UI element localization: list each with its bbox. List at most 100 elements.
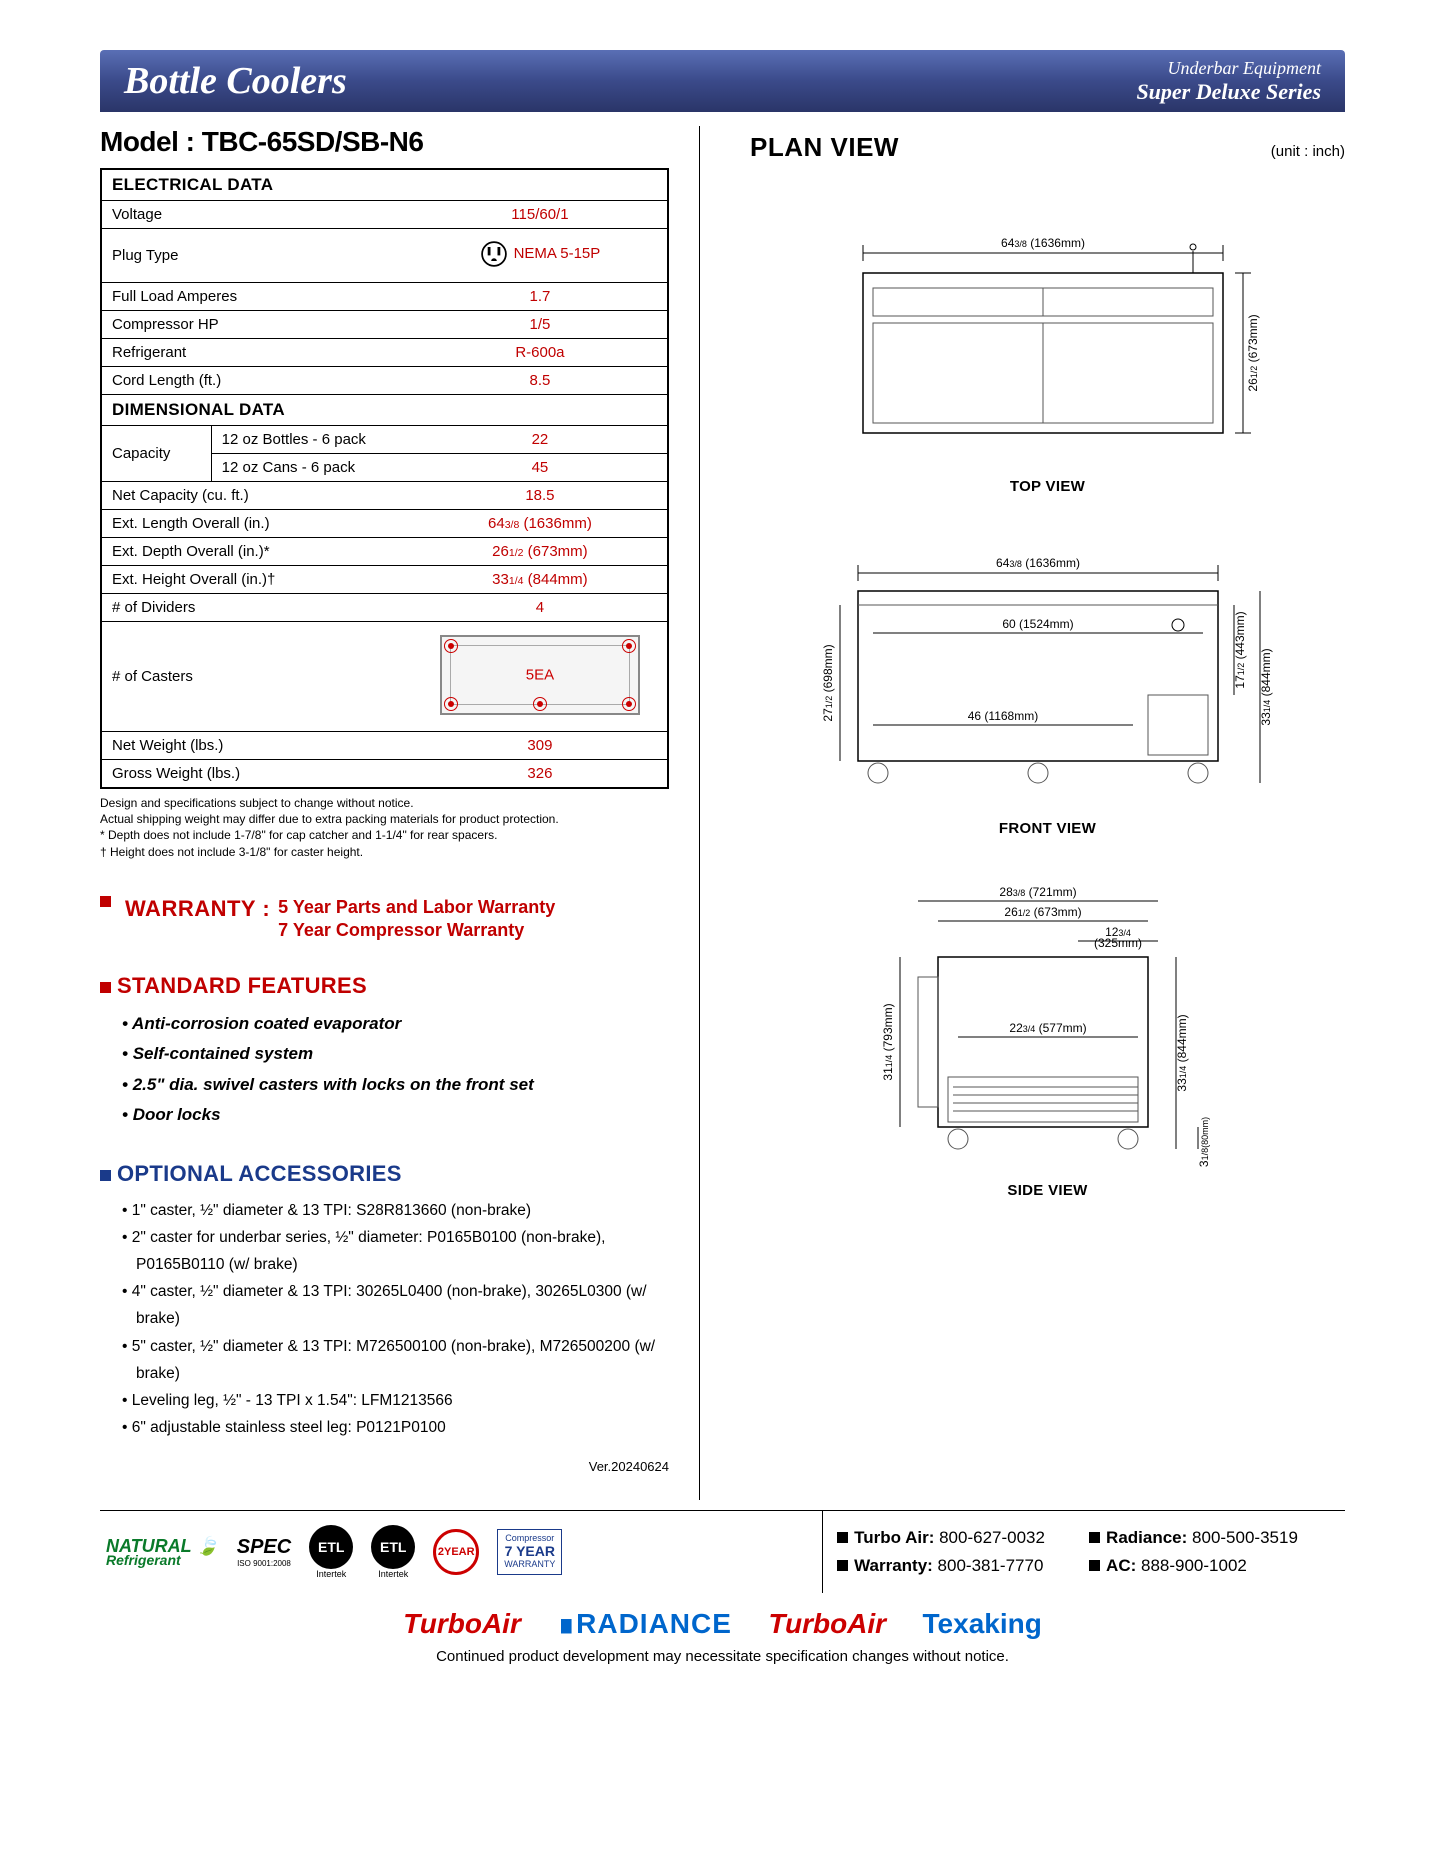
footer-note: Continued product development may necess…: [100, 1648, 1345, 1665]
banner-title: Bottle Coolers: [124, 59, 347, 103]
refrig-label: Refrigerant: [101, 339, 413, 367]
len-label: Ext. Length Overall (in.): [101, 510, 413, 538]
feature-item: 2.5" dia. swivel casters with locks on t…: [122, 1070, 669, 1101]
amps-value: 1.7: [413, 283, 668, 311]
footer-top: NATURAL 🍃Refrigerant SPECISO 9001:2008 E…: [100, 1510, 1345, 1593]
2year-badge: 2YEAR: [433, 1529, 479, 1575]
section-dimensional: DIMENSIONAL DATA: [101, 395, 668, 426]
svg-text:261/2 (673mm): 261/2 (673mm): [1004, 905, 1081, 919]
hgt-value: 331/4 (844mm): [413, 566, 668, 594]
plug-label: Plug Type: [101, 229, 413, 283]
section-electrical: ELECTRICAL DATA: [101, 169, 668, 201]
contact-warranty: Warranty: 800-381-7770: [837, 1556, 1079, 1576]
contact-turboair: Turbo Air: 800-627-0032: [837, 1528, 1079, 1548]
left-column: Model : TBC-65SD/SB-N6 ELECTRICAL DATA V…: [100, 126, 700, 1500]
div-value: 4: [413, 594, 668, 622]
footnote-2: Actual shipping weight may differ due to…: [100, 811, 669, 827]
brand-turboair-2: TurboAir: [768, 1608, 886, 1640]
accessory-item: 4" caster, ½" diameter & 13 TPI: 30265L0…: [122, 1278, 669, 1332]
7year-badge: Compressor7 YEARWARRANTY: [497, 1529, 562, 1574]
cap-bottles-value: 22: [413, 426, 668, 454]
footnote-4: † Height does not include 3-1/8" for cas…: [100, 844, 669, 860]
svg-text:331/4 (844mm): 331/4 (844mm): [1175, 1014, 1189, 1091]
warranty-line2: 7 Year Compressor Warranty: [278, 920, 524, 940]
brand-texaking: Texaking: [923, 1608, 1042, 1640]
accessories-head: OPTIONAL ACCESSORIES: [100, 1161, 669, 1187]
top-view-drawing: 643/8 (1636mm) 261/2 (673mm) TOP VIEW: [750, 233, 1345, 495]
plug-text: NEMA 5-15P: [514, 245, 601, 262]
feature-item: Anti-corrosion coated evaporator: [122, 1009, 669, 1040]
svg-text:46 (1168mm): 46 (1168mm): [967, 709, 1037, 723]
cord-label: Cord Length (ft.): [101, 367, 413, 395]
banner-sub2: Super Deluxe Series: [1136, 79, 1321, 105]
svg-text:223/4 (577mm): 223/4 (577mm): [1009, 1021, 1086, 1035]
spec-logo: SPECISO 9001:2008: [237, 1536, 291, 1568]
netcap-value: 18.5: [413, 482, 668, 510]
accessory-item: Leveling leg, ½" - 13 TPI x 1.54": LFM12…: [122, 1387, 669, 1414]
caster-count: 5EA: [526, 666, 554, 683]
feature-item: Self-contained system: [122, 1039, 669, 1070]
bullet-icon: [1089, 1560, 1100, 1571]
side-view-drawing: 283/8 (721mm) 261/2 (673mm) 123/4(325mm)…: [750, 887, 1345, 1199]
svg-text:261/2 (673mm): 261/2 (673mm): [1246, 314, 1260, 391]
brand-logos: TurboAir ∎RADIANCE TurboAir Texaking: [100, 1607, 1345, 1640]
dep-value: 261/2 (673mm): [413, 538, 668, 566]
svg-text:331/4 (844mm): 331/4 (844mm): [1259, 648, 1273, 725]
svg-text:31/8(80mm): 31/8(80mm): [1197, 1117, 1211, 1167]
cert-logos: NATURAL 🍃Refrigerant SPECISO 9001:2008 E…: [100, 1511, 822, 1593]
div-label: # of Dividers: [101, 594, 413, 622]
accessory-item: 2" caster for underbar series, ½" diamet…: [122, 1224, 669, 1278]
contact-box: Turbo Air: 800-627-0032 Radiance: 800-50…: [822, 1511, 1345, 1593]
brand-turboair-1: TurboAir: [403, 1608, 521, 1640]
svg-text:123/4(325mm): 123/4(325mm): [1093, 925, 1141, 950]
accessory-item: 5" caster, ½" diameter & 13 TPI: M726500…: [122, 1333, 669, 1387]
etl-logo-2: ETLIntertek: [371, 1525, 415, 1579]
capacity-label: Capacity: [101, 426, 211, 482]
accessory-item: 1" caster, ½" diameter & 13 TPI: S28R813…: [122, 1197, 669, 1224]
hgt-label: Ext. Height Overall (in.)†: [101, 566, 413, 594]
banner-sub1: Underbar Equipment: [1136, 58, 1321, 79]
cast-value: 5EA: [413, 622, 668, 732]
cap-cans-label: 12 oz Cans - 6 pack: [211, 454, 413, 482]
warranty-label: WARRANTY :: [125, 896, 270, 922]
len-value: 643/8 (1636mm): [413, 510, 668, 538]
front-view-label: FRONT VIEW: [750, 820, 1345, 837]
nw-label: Net Weight (lbs.): [101, 732, 413, 760]
svg-text:171/2 (443mm): 171/2 (443mm): [1233, 611, 1247, 688]
svg-text:283/8 (721mm): 283/8 (721mm): [999, 885, 1076, 899]
brand-radiance: ∎RADIANCE: [557, 1607, 732, 1640]
feature-item: Door locks: [122, 1100, 669, 1131]
contact-ac: AC: 888-900-1002: [1089, 1556, 1331, 1576]
footnote-1: Design and specifications subject to cha…: [100, 795, 669, 811]
version-text: Ver.20240624: [100, 1459, 669, 1474]
svg-text:643/8 (1636mm): 643/8 (1636mm): [996, 556, 1080, 570]
header-banner: Bottle Coolers Underbar Equipment Super …: [100, 50, 1345, 112]
bullet-icon: [100, 1170, 111, 1181]
accessories-list: 1" caster, ½" diameter & 13 TPI: S28R813…: [122, 1197, 669, 1441]
bullet-icon: [100, 982, 111, 993]
svg-text:311/4 (793mm): 311/4 (793mm): [881, 1003, 895, 1080]
svg-text:60 (1524mm): 60 (1524mm): [1002, 617, 1073, 631]
refrig-value: R-600a: [413, 339, 668, 367]
side-view-label: SIDE VIEW: [750, 1182, 1345, 1199]
voltage-label: Voltage: [101, 201, 413, 229]
caster-diagram-icon: 5EA: [440, 635, 640, 715]
unit-label: (unit : inch): [1271, 143, 1345, 160]
amps-label: Full Load Amperes: [101, 283, 413, 311]
natural-refrigerant-logo: NATURAL 🍃Refrigerant: [106, 1538, 219, 1567]
netcap-label: Net Capacity (cu. ft.): [101, 482, 413, 510]
bullet-icon: [837, 1560, 848, 1571]
warranty-block: WARRANTY : 5 Year Parts and Labor Warran…: [100, 896, 669, 943]
hp-label: Compressor HP: [101, 311, 413, 339]
features-list: Anti-corrosion coated evaporator Self-co…: [122, 1009, 669, 1131]
voltage-value: 115/60/1: [413, 201, 668, 229]
accessory-item: 6" adjustable stainless steel leg: P0121…: [122, 1414, 669, 1441]
bullet-icon: [100, 896, 111, 907]
top-view-label: TOP VIEW: [750, 478, 1345, 495]
bullet-icon: [837, 1532, 848, 1543]
cast-label: # of Casters: [101, 622, 413, 732]
svg-text:271/2 (698mm): 271/2 (698mm): [821, 644, 835, 721]
plan-view-title: PLAN VIEW: [750, 132, 899, 163]
footnotes: Design and specifications subject to cha…: [100, 795, 669, 860]
right-column: PLAN VIEW (unit : inch) 643/8 (1636mm): [740, 126, 1345, 1500]
